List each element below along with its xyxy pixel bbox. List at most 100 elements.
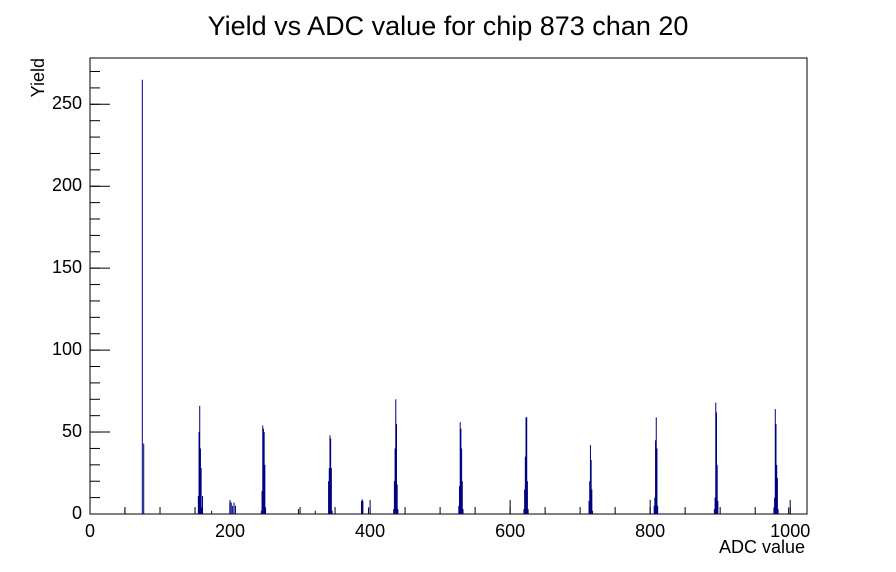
histogram-bar bbox=[653, 505, 655, 514]
chart-title: Yield vs ADC value for chip 873 chan 20 bbox=[208, 11, 689, 41]
histogram-bar bbox=[716, 464, 718, 514]
histogram-bar bbox=[656, 448, 658, 514]
histogram-bar bbox=[260, 510, 262, 514]
histogram-bar bbox=[458, 505, 460, 514]
histogram-bar bbox=[774, 497, 776, 514]
histogram-bar bbox=[459, 486, 461, 514]
histogram-bar bbox=[461, 481, 463, 514]
histogram-bar bbox=[788, 507, 790, 514]
histogram-bar bbox=[525, 417, 527, 514]
histogram-bar bbox=[143, 443, 145, 514]
histogram-bar bbox=[523, 509, 525, 514]
histogram-bar bbox=[200, 468, 202, 514]
histogram-bar bbox=[328, 481, 330, 514]
histogram-bar bbox=[462, 509, 464, 514]
histogram-bar bbox=[397, 509, 399, 514]
histogram-bar bbox=[329, 435, 331, 514]
histogram-bar bbox=[715, 412, 717, 514]
histogram-bar bbox=[776, 477, 778, 514]
x-tick-label: 200 bbox=[215, 521, 245, 541]
histogram-bar bbox=[261, 491, 263, 514]
histogram-bar bbox=[202, 495, 204, 514]
histogram-bar bbox=[199, 448, 201, 514]
histogram-bar bbox=[777, 509, 779, 514]
y-tick-label: 50 bbox=[62, 421, 82, 441]
histogram-bar bbox=[197, 495, 199, 514]
histogram-bar bbox=[264, 464, 266, 514]
histogram-bar bbox=[393, 509, 395, 514]
y-tick-label: 200 bbox=[52, 175, 82, 195]
histogram-bar bbox=[361, 499, 363, 514]
histogram-bar bbox=[367, 507, 369, 514]
y-tick-label: 0 bbox=[72, 503, 82, 523]
histogram-bar bbox=[314, 510, 316, 514]
histogram-bar bbox=[592, 510, 594, 514]
histogram-bar bbox=[776, 464, 778, 514]
histogram-bar bbox=[328, 468, 330, 514]
histogram-bar bbox=[655, 417, 657, 514]
histogram-bar bbox=[262, 428, 264, 514]
histogram-bar bbox=[396, 484, 398, 514]
histogram-bar bbox=[395, 399, 397, 514]
x-axis-label: ADC value bbox=[719, 537, 805, 557]
histogram-bar bbox=[234, 505, 236, 514]
histogram-bar bbox=[655, 440, 657, 514]
histogram-bar bbox=[526, 417, 528, 514]
histogram-bar bbox=[714, 497, 716, 514]
histogram-bar bbox=[524, 456, 526, 514]
histogram-bar bbox=[527, 509, 529, 514]
x-tick-label: 600 bbox=[495, 521, 525, 541]
y-tick-label: 100 bbox=[52, 339, 82, 359]
histogram-bar bbox=[230, 502, 232, 514]
histogram-bar bbox=[330, 438, 332, 514]
histogram-bar bbox=[201, 507, 203, 514]
histogram-bar bbox=[524, 489, 526, 514]
histogram-bar bbox=[461, 448, 463, 514]
histogram-bar bbox=[211, 510, 213, 514]
histogram-bar bbox=[141, 79, 143, 514]
histogram-bar bbox=[232, 505, 234, 514]
histogram-bar bbox=[713, 509, 715, 514]
histogram-bar bbox=[362, 500, 364, 514]
x-tick-label: 0 bbox=[85, 521, 95, 541]
y-tick-label: 250 bbox=[52, 93, 82, 113]
x-tick-label: 800 bbox=[635, 521, 665, 541]
histogram-bar bbox=[657, 505, 659, 514]
histogram-bar bbox=[774, 409, 776, 514]
y-tick-label: 150 bbox=[52, 257, 82, 277]
histogram-bar bbox=[460, 428, 462, 514]
histogram-bar bbox=[395, 423, 397, 514]
histogram-bar bbox=[233, 502, 235, 514]
histogram-bar bbox=[589, 481, 591, 514]
plot-frame bbox=[89, 57, 808, 515]
histogram-bar bbox=[263, 432, 265, 514]
x-tick-label: 400 bbox=[355, 521, 385, 541]
histogram-bar bbox=[331, 510, 333, 514]
histogram-bar bbox=[360, 500, 362, 514]
histogram-bar bbox=[198, 432, 200, 514]
histogram-bar bbox=[589, 445, 591, 514]
histogram-bar bbox=[715, 402, 717, 514]
histogram-bar bbox=[394, 448, 396, 514]
histogram-bar bbox=[654, 497, 656, 514]
histogram-bar bbox=[262, 425, 264, 514]
histogram-bar bbox=[393, 481, 395, 514]
histogram-bar bbox=[229, 502, 231, 514]
histogram-bar bbox=[526, 481, 528, 514]
histogram-bar bbox=[265, 507, 267, 514]
x-tick-label: 1000 bbox=[770, 521, 810, 541]
histogram-bar bbox=[590, 459, 592, 514]
y-axis-label: Yield bbox=[28, 58, 48, 97]
histogram-bar bbox=[773, 507, 775, 514]
histogram-bar bbox=[199, 405, 201, 514]
histogram-bar bbox=[591, 489, 593, 514]
histogram-bar bbox=[775, 423, 777, 514]
histogram-bar bbox=[588, 500, 590, 514]
histogram-bar bbox=[330, 468, 332, 514]
histogram-bar bbox=[459, 422, 461, 514]
histogram-bar bbox=[717, 500, 719, 514]
histogram-bar bbox=[297, 509, 299, 514]
histogram-bar bbox=[124, 509, 126, 514]
